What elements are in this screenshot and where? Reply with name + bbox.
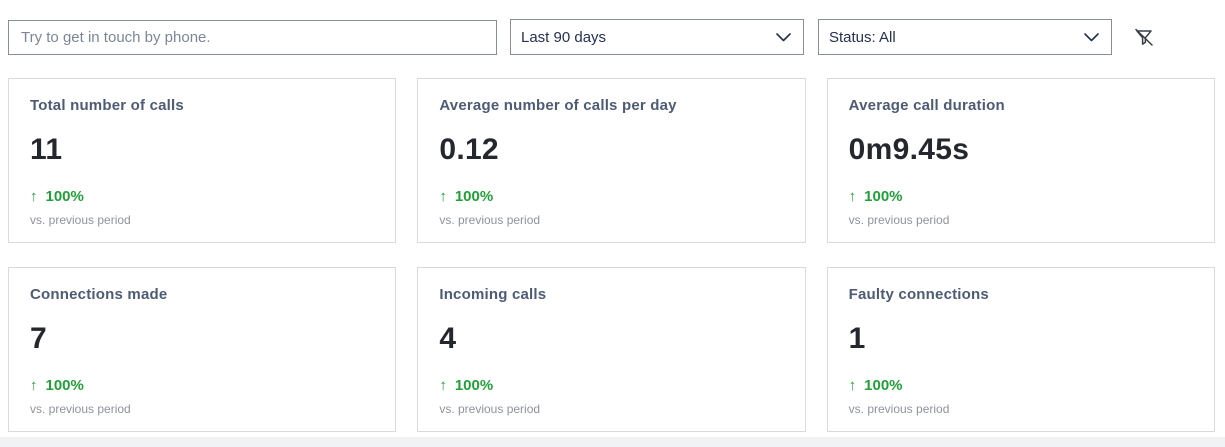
card-change: ↑ 100% bbox=[439, 188, 783, 205]
stat-card-faulty-connections: Faulty connections 1 ↑ 100% vs. previous… bbox=[826, 267, 1215, 432]
change-percent: 100% bbox=[864, 377, 903, 394]
card-title: Faulty connections bbox=[848, 286, 989, 303]
up-arrow-icon: ↑ bbox=[848, 377, 857, 394]
filter-off-icon bbox=[1135, 28, 1153, 46]
card-title: Average number of calls per day bbox=[439, 97, 677, 114]
card-value: 4 bbox=[439, 322, 457, 355]
up-arrow-icon: ↑ bbox=[439, 377, 447, 394]
card-title: Total number of calls bbox=[30, 97, 184, 114]
filters-toolbar: Last 90 days Status: All bbox=[8, 19, 1160, 55]
up-arrow-icon: ↑ bbox=[848, 188, 857, 205]
card-change: ↑ 100% bbox=[30, 188, 374, 205]
card-change: ↑ 100% bbox=[849, 188, 1193, 205]
stat-card-total-calls: Total number of calls 11 ↑ 100% vs. prev… bbox=[8, 78, 397, 243]
comparison-label: vs. previous period bbox=[439, 213, 541, 227]
stat-card-connections-made: Connections made 7 ↑ 100% vs. previous p… bbox=[8, 267, 397, 432]
up-arrow-icon: ↑ bbox=[30, 377, 38, 394]
comparison-label: vs. previous period bbox=[439, 402, 541, 416]
change-percent: 100% bbox=[454, 188, 494, 205]
comparison-label: vs. previous period bbox=[30, 213, 131, 227]
chevron-down-icon bbox=[1084, 32, 1099, 41]
card-value: 7 bbox=[30, 322, 47, 355]
change-percent: 100% bbox=[45, 377, 84, 394]
up-arrow-icon: ↑ bbox=[439, 188, 447, 205]
search-input[interactable] bbox=[8, 19, 497, 55]
status-dropdown-value: Status: All bbox=[829, 28, 896, 46]
card-change: ↑ 100% bbox=[849, 377, 1193, 394]
stat-card-avg-call-duration: Average call duration 0m9.45s ↑ 100% vs.… bbox=[826, 78, 1215, 243]
card-value: 0m9.45s bbox=[848, 133, 970, 166]
card-change: ↑ 100% bbox=[439, 377, 783, 394]
card-value: 1 bbox=[848, 322, 866, 355]
comparison-label: vs. previous period bbox=[848, 402, 950, 416]
page-background-strip bbox=[0, 437, 1225, 447]
comparison-label: vs. previous period bbox=[848, 213, 950, 227]
change-percent: 100% bbox=[454, 377, 494, 394]
period-dropdown[interactable]: Last 90 days bbox=[510, 19, 804, 55]
change-percent: 100% bbox=[864, 188, 903, 205]
chevron-down-icon bbox=[776, 32, 791, 41]
change-percent: 100% bbox=[45, 188, 84, 205]
card-title: Connections made bbox=[30, 286, 168, 303]
stats-grid: Total number of calls 11 ↑ 100% vs. prev… bbox=[8, 78, 1215, 432]
status-dropdown[interactable]: Status: All bbox=[818, 19, 1112, 55]
clear-filters-button[interactable] bbox=[1128, 21, 1160, 53]
stat-card-avg-calls-per-day: Average number of calls per day 0.12 ↑ 1… bbox=[417, 78, 806, 243]
card-value: 0.12 bbox=[439, 133, 499, 166]
stat-card-incoming-calls: Incoming calls 4 ↑ 100% vs. previous per… bbox=[417, 267, 806, 432]
card-title: Average call duration bbox=[848, 97, 1005, 114]
card-change: ↑ 100% bbox=[30, 377, 374, 394]
card-value: 11 bbox=[30, 133, 63, 166]
period-dropdown-value: Last 90 days bbox=[521, 28, 607, 46]
up-arrow-icon: ↑ bbox=[30, 188, 38, 205]
comparison-label: vs. previous period bbox=[30, 402, 131, 416]
card-title: Incoming calls bbox=[439, 286, 547, 303]
